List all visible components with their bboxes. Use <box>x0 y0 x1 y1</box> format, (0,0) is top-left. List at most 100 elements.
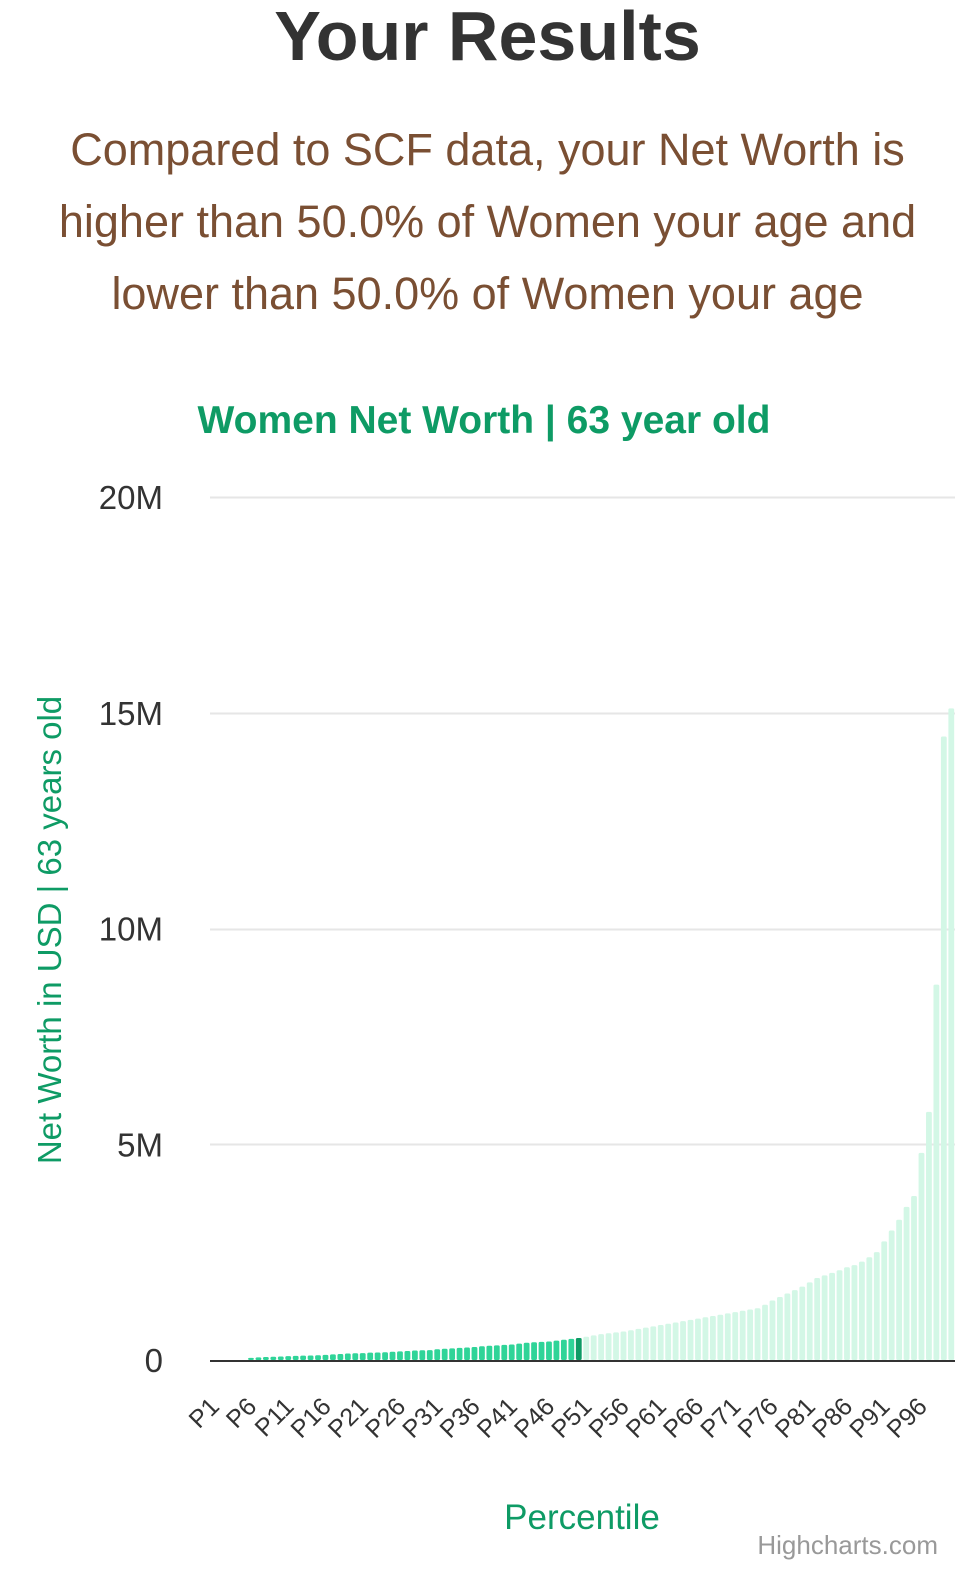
bar-p39[interactable] <box>493 1345 500 1360</box>
bar-p10[interactable] <box>277 1356 284 1360</box>
bar-p63[interactable] <box>672 1322 679 1360</box>
bar-p94[interactable] <box>903 1206 910 1360</box>
bar-p52[interactable] <box>590 1335 597 1360</box>
bar-p60[interactable] <box>650 1326 657 1360</box>
bar-p72[interactable] <box>739 1310 746 1360</box>
bar-p50[interactable] <box>575 1337 582 1360</box>
bar-p97[interactable] <box>926 1111 932 1360</box>
bar-p76[interactable] <box>769 1300 776 1360</box>
bar-p51[interactable] <box>583 1336 590 1360</box>
bar-p83[interactable] <box>821 1275 828 1360</box>
bar-p89[interactable] <box>866 1257 873 1360</box>
bar-p82[interactable] <box>814 1278 821 1360</box>
bar-p18[interactable] <box>337 1353 344 1360</box>
bar-p54[interactable] <box>605 1333 612 1360</box>
bar-p86[interactable] <box>844 1267 850 1360</box>
bar-p73[interactable] <box>747 1309 754 1360</box>
bar-p65[interactable] <box>687 1319 694 1360</box>
bar-p55[interactable] <box>613 1332 619 1360</box>
bar-p46[interactable] <box>546 1341 552 1360</box>
bar-p24[interactable] <box>382 1352 388 1360</box>
bar-p31[interactable] <box>434 1349 441 1360</box>
y-axis-title: Net Worth in USD | 63 years old <box>31 696 68 1164</box>
bar-p42[interactable] <box>516 1343 523 1360</box>
bar-p25[interactable] <box>389 1351 396 1360</box>
bar-p38[interactable] <box>486 1345 493 1360</box>
bar-p96[interactable] <box>918 1152 925 1360</box>
bar-p95[interactable] <box>911 1196 917 1360</box>
bar-p59[interactable] <box>642 1327 649 1360</box>
bar-p36[interactable] <box>471 1347 478 1360</box>
bar-p69[interactable] <box>717 1314 724 1360</box>
bar-p37[interactable] <box>479 1346 485 1360</box>
bar-p57[interactable] <box>628 1330 634 1360</box>
bar-p32[interactable] <box>441 1348 448 1360</box>
bar-p43[interactable] <box>523 1342 530 1360</box>
bar-p100[interactable] <box>948 708 955 1360</box>
bar-p78[interactable] <box>784 1293 791 1360</box>
bar-p48[interactable] <box>560 1339 567 1360</box>
bar-p35[interactable] <box>464 1347 470 1360</box>
bar-p13[interactable] <box>300 1355 307 1360</box>
bar-p93[interactable] <box>896 1219 903 1360</box>
bar-p92[interactable] <box>888 1230 895 1360</box>
bar-p44[interactable] <box>531 1342 537 1360</box>
bar-p61[interactable] <box>657 1325 664 1360</box>
bar-p74[interactable] <box>754 1308 761 1360</box>
results-summary: Compared to SCF data, your Net Worth is … <box>58 124 917 319</box>
bar-p79[interactable] <box>791 1290 798 1360</box>
bar-p27[interactable] <box>404 1350 411 1360</box>
bar-p66[interactable] <box>695 1318 701 1360</box>
bar-p80[interactable] <box>799 1286 806 1360</box>
grid-lines <box>210 496 955 1362</box>
bar-p8[interactable] <box>262 1356 269 1360</box>
bar-p85[interactable] <box>836 1270 843 1360</box>
bar-p64[interactable] <box>680 1321 686 1360</box>
bar-p88[interactable] <box>858 1261 865 1360</box>
bar-p75[interactable] <box>762 1304 768 1360</box>
bar-p40[interactable] <box>501 1344 508 1360</box>
bar-p56[interactable] <box>620 1331 627 1360</box>
bar-p68[interactable] <box>709 1315 716 1360</box>
bar-p45[interactable] <box>538 1341 545 1360</box>
bars[interactable] <box>248 708 955 1361</box>
bar-p41[interactable] <box>508 1344 515 1360</box>
bar-p19[interactable] <box>344 1353 351 1360</box>
bar-p26[interactable] <box>397 1351 403 1360</box>
bar-p53[interactable] <box>598 1334 605 1360</box>
bar-p14[interactable] <box>307 1355 314 1360</box>
bar-p15[interactable] <box>315 1355 321 1360</box>
bar-p67[interactable] <box>702 1317 709 1360</box>
bar-p7[interactable] <box>255 1357 262 1360</box>
bar-p6[interactable] <box>248 1357 254 1360</box>
bar-p77[interactable] <box>777 1297 783 1360</box>
bar-p33[interactable] <box>449 1348 456 1360</box>
bar-p30[interactable] <box>426 1350 433 1360</box>
bar-p62[interactable] <box>665 1323 672 1360</box>
bar-p28[interactable] <box>411 1350 418 1360</box>
bar-p98[interactable] <box>933 984 940 1360</box>
bar-p58[interactable] <box>635 1328 642 1360</box>
bar-p91[interactable] <box>881 1241 888 1360</box>
bar-p71[interactable] <box>732 1312 739 1360</box>
bar-p34[interactable] <box>456 1347 463 1360</box>
highcharts-credit-link[interactable]: Highcharts.com <box>757 1530 938 1560</box>
bar-p12[interactable] <box>292 1355 299 1360</box>
bar-p47[interactable] <box>553 1340 560 1360</box>
bar-p29[interactable] <box>419 1350 426 1360</box>
bar-p21[interactable] <box>359 1353 366 1360</box>
bar-p20[interactable] <box>352 1353 359 1360</box>
bar-p9[interactable] <box>270 1356 277 1360</box>
bar-p81[interactable] <box>806 1282 813 1360</box>
bar-p49[interactable] <box>568 1338 575 1360</box>
bar-p87[interactable] <box>851 1265 858 1360</box>
bar-p90[interactable] <box>873 1252 880 1361</box>
bar-p16[interactable] <box>322 1354 329 1360</box>
bar-p23[interactable] <box>374 1352 381 1360</box>
bar-p84[interactable] <box>829 1272 835 1360</box>
bar-p22[interactable] <box>367 1352 374 1360</box>
bar-p17[interactable] <box>330 1354 336 1360</box>
bar-p70[interactable] <box>724 1313 731 1360</box>
bar-p99[interactable] <box>940 736 947 1360</box>
bar-p11[interactable] <box>285 1356 292 1360</box>
